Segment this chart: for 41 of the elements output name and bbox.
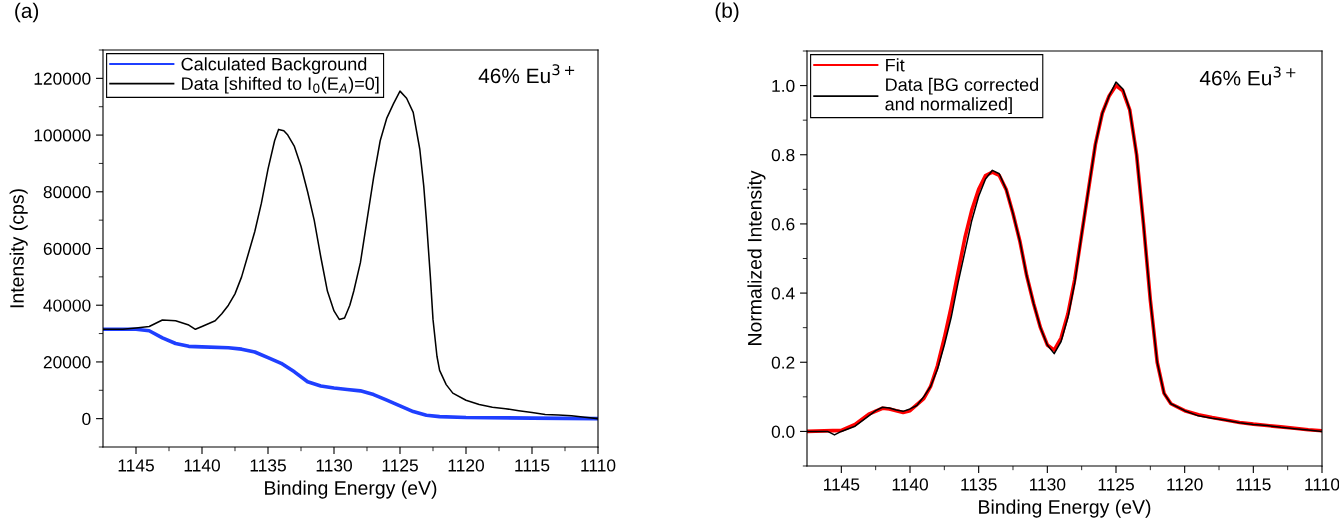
x-tick-label: 1115 xyxy=(1236,478,1271,491)
y-tick-label: 20000 xyxy=(43,356,91,369)
y-tick-label: 120000 xyxy=(34,72,91,85)
annotation: 46% Eu$^{3+}$ xyxy=(1199,66,1296,86)
y-axis-title: Intensity (cps) xyxy=(9,189,28,308)
x-tick-label: 1145 xyxy=(118,459,154,472)
legend-label: Fit xyxy=(886,58,905,72)
x-tick-label: 1115 xyxy=(515,459,550,472)
y-tick-label: 80000 xyxy=(43,185,91,199)
x-tick-label: 1140 xyxy=(184,459,220,472)
x-tick-label: 1130 xyxy=(1029,478,1066,491)
y-tick-label: 40000 xyxy=(43,299,91,312)
x-tick-label: 1125 xyxy=(382,459,418,472)
chart-title: (a) xyxy=(15,2,39,23)
x-tick-label: 1130 xyxy=(316,459,352,472)
legend-label: Data [shifted to I$_{0}$(E$_{A}$)=0] xyxy=(182,76,379,94)
y-tick-label: 0.0 xyxy=(771,425,795,438)
x-axis-title: Binding Energy (eV) xyxy=(265,480,437,499)
y-tick-label: 0.6 xyxy=(771,218,795,231)
x-tick-label: 1120 xyxy=(1167,478,1203,491)
y-tick-label: 0.8 xyxy=(771,148,795,162)
chart-title: (b) xyxy=(715,2,739,22)
x-tick-label: 1120 xyxy=(448,459,484,472)
y-tick-label: 0 xyxy=(82,412,91,426)
y-tick-label: 1.0 xyxy=(772,79,795,93)
x-tick-label: 1125 xyxy=(1098,478,1134,491)
legend-label: Calculated Background xyxy=(181,57,367,75)
annotation: 46% Eu$^{3+}$ xyxy=(478,64,575,84)
y-tick-label: 60000 xyxy=(43,242,91,255)
x-tick-label: 1135 xyxy=(961,478,997,491)
x-tick-label: 1110 xyxy=(1305,478,1339,491)
x-tick-label: 1145 xyxy=(823,478,860,491)
legend-label: Data [BG corrected and normalized] xyxy=(885,77,1039,115)
y-tick-label: 100000 xyxy=(34,129,91,142)
y-tick-label: 0.4 xyxy=(771,287,795,300)
y-axis-title: Normalized Intensity xyxy=(747,170,766,345)
x-tick-label: 1140 xyxy=(892,478,928,491)
y-tick-label: 0.2 xyxy=(771,356,795,369)
x-axis-title: Binding Energy (eV) xyxy=(979,499,1151,518)
x-tick-label: 1135 xyxy=(250,459,286,472)
x-tick-label: 1110 xyxy=(581,459,616,472)
